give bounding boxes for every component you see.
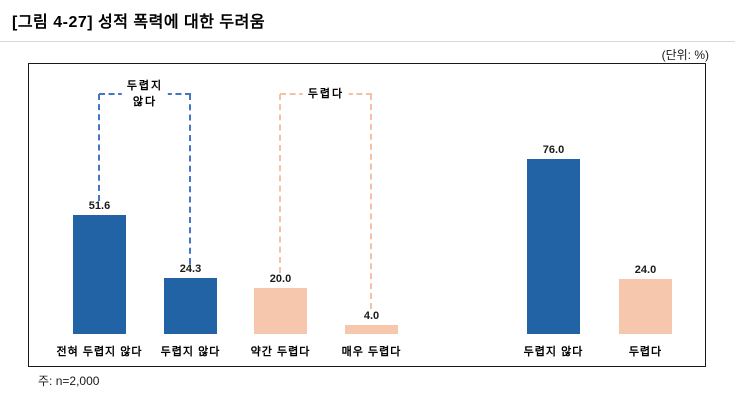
bracket-right-line bbox=[189, 94, 191, 264]
bar-value-label: 51.6 bbox=[88, 200, 111, 212]
bar-column-very-afraid: 4.0 bbox=[345, 310, 398, 334]
bar-value-label: 20.0 bbox=[269, 273, 292, 285]
footnote: 주: n=2,000 bbox=[38, 374, 100, 388]
category-label: 약간 두렵다 bbox=[250, 346, 311, 358]
bar bbox=[164, 278, 217, 334]
bar bbox=[254, 288, 307, 334]
bracket-right-line bbox=[370, 94, 372, 309]
bracket-label-afraid: 두렵다 bbox=[302, 86, 350, 102]
bar-value-label: 24.3 bbox=[179, 263, 202, 275]
bracket-label-line1: 두렵지 bbox=[126, 80, 164, 92]
category-label: 두렵지 않다 bbox=[160, 346, 221, 358]
figure-title: [그림 4-27] 성적 폭력에 대한 두려움 bbox=[12, 14, 266, 31]
category-label: 두렵다 bbox=[628, 346, 663, 358]
bar-column-not-at-all-afraid: 51.6 bbox=[73, 200, 126, 334]
category-label: 매우 두렵다 bbox=[341, 346, 402, 358]
bar bbox=[345, 325, 398, 334]
bar-value-label: 4.0 bbox=[363, 310, 380, 322]
unit-label: (단위: %) bbox=[661, 48, 709, 62]
bar-value-label: 76.0 bbox=[542, 144, 565, 156]
bar-column-somewhat-afraid: 20.0 bbox=[254, 273, 307, 334]
bracket-label-line1: 두렵다 bbox=[307, 88, 345, 100]
category-label: 전혀 두렵지 않다 bbox=[56, 346, 143, 358]
bar-column-total-afraid: 24.0 bbox=[619, 264, 672, 334]
bracket-label-line2: 않다 bbox=[132, 96, 158, 108]
bracket-left-line bbox=[279, 94, 281, 273]
bar-column-total-not-afraid: 76.0 bbox=[527, 144, 580, 334]
chart-frame: 두렵지 않다 두렵다 51.6 24.3 20.0 4.0 76.0 24.0 … bbox=[28, 63, 706, 367]
title-divider bbox=[0, 41, 735, 42]
category-label: 두렵지 않다 bbox=[523, 346, 584, 358]
bar bbox=[619, 279, 672, 334]
bracket-left-line bbox=[98, 94, 100, 201]
bar-column-not-afraid: 24.3 bbox=[164, 263, 217, 334]
bar bbox=[527, 159, 580, 334]
bar bbox=[73, 215, 126, 334]
bracket-label-not-afraid: 두렵지 않다 bbox=[121, 78, 169, 110]
bar-value-label: 24.0 bbox=[634, 264, 657, 276]
